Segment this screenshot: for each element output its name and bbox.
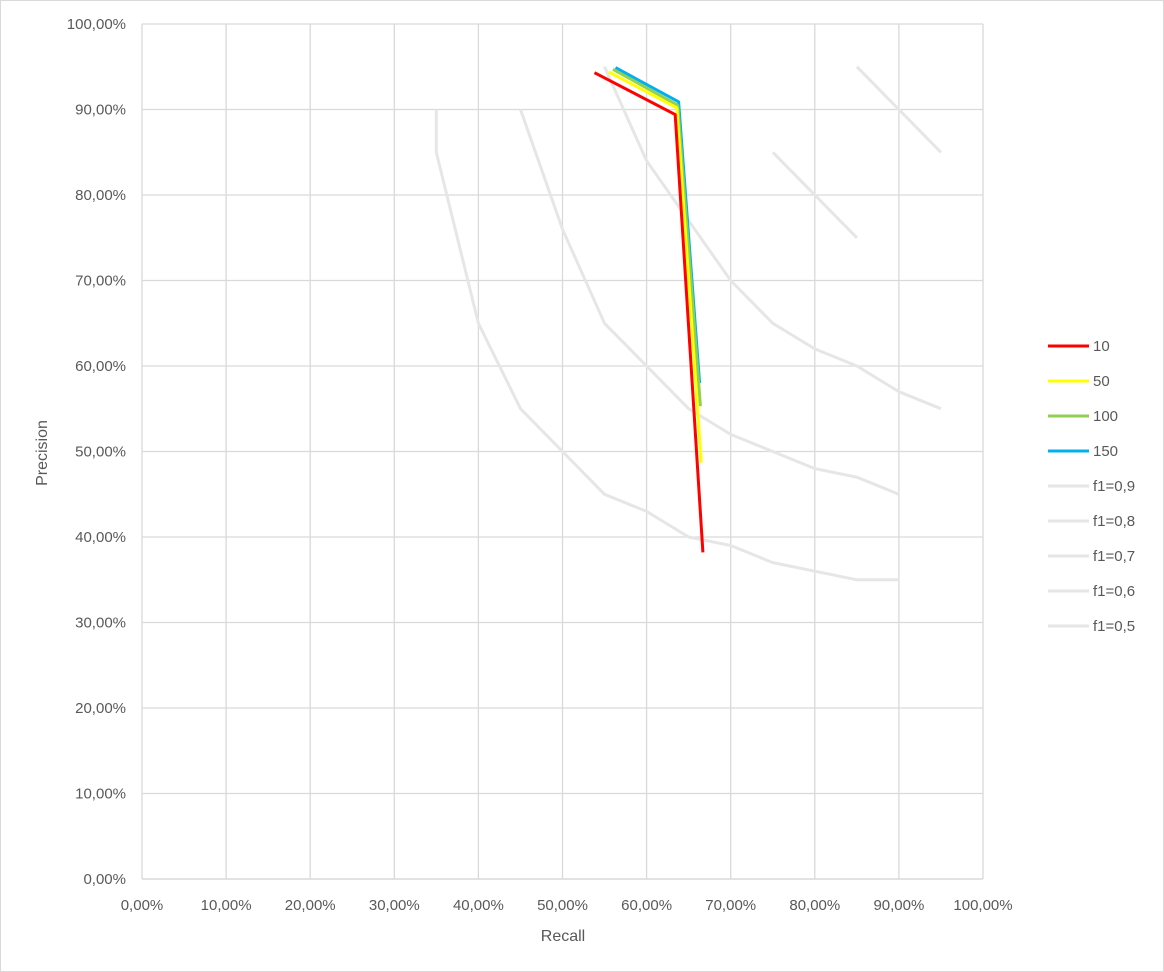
y-tick-label: 100,00%	[67, 16, 126, 33]
legend-label: f1=0,7	[1093, 548, 1135, 565]
y-tick-label: 60,00%	[75, 358, 126, 375]
y-tick-label: 80,00%	[75, 187, 126, 204]
legend-label: f1=0,5	[1093, 618, 1135, 635]
x-tick-label: 60,00%	[621, 897, 672, 914]
series-line-50	[608, 70, 703, 463]
legend-label: 150	[1093, 443, 1118, 460]
y-tick-label: 10,00%	[75, 786, 126, 803]
y-tick-label: 40,00%	[75, 529, 126, 546]
y-tick-label: 90,00%	[75, 102, 126, 119]
legend-label: f1=0,9	[1093, 478, 1135, 495]
x-axis-title: Recall	[541, 928, 585, 945]
x-tick-label: 70,00%	[705, 897, 756, 914]
legend: 10 50 100 150 f1=0,9 f1=0,8 f1=0,7 f1=0,6 f1=0,5	[1048, 338, 1135, 635]
legend-label: f1=0,8	[1093, 513, 1135, 530]
y-tick-label: 70,00%	[75, 273, 126, 290]
y-axis-title: Precision	[34, 420, 51, 486]
legend-label: 50	[1093, 373, 1110, 390]
series-line-10	[593, 71, 705, 553]
x-tick-label: 100,00%	[953, 897, 1012, 914]
x-tick-label: 20,00%	[285, 897, 336, 914]
x-tick-label: 80,00%	[789, 897, 840, 914]
series-line-f1-0-9	[855, 65, 942, 154]
x-tick-label: 40,00%	[453, 897, 504, 914]
gridlines	[141, 23, 984, 880]
y-tick-label: 20,00%	[75, 700, 126, 717]
x-tick-label: 30,00%	[369, 897, 420, 914]
x-tick-label: 90,00%	[873, 897, 924, 914]
y-tick-label: 0,00%	[83, 871, 126, 888]
x-tick-label: 0,00%	[121, 897, 164, 914]
y-axis-tick-labels: 0,00% 10,00% 20,00% 30,00% 40,00% 50,00% 60,00…	[67, 16, 126, 888]
x-tick-label: 10,00%	[201, 897, 252, 914]
series-line-f1-0-7	[603, 66, 942, 411]
x-axis-tick-labels: 0,00% 10,00% 20,00% 30,00% 40,00% 50,00% 60,00…	[121, 897, 1013, 914]
y-tick-label: 50,00%	[75, 444, 126, 461]
series-line-f1-0-5	[434, 109, 899, 582]
y-tick-label: 30,00%	[75, 615, 126, 632]
series-line-f1-0-8	[771, 151, 858, 239]
series-line-f1-0-6	[519, 109, 900, 496]
legend-label: 100	[1093, 408, 1118, 425]
series-lines	[434, 65, 942, 582]
legend-label: 10	[1093, 338, 1110, 355]
legend-label: f1=0,6	[1093, 583, 1135, 600]
series-line-100	[612, 67, 702, 407]
x-tick-label: 50,00%	[537, 897, 588, 914]
